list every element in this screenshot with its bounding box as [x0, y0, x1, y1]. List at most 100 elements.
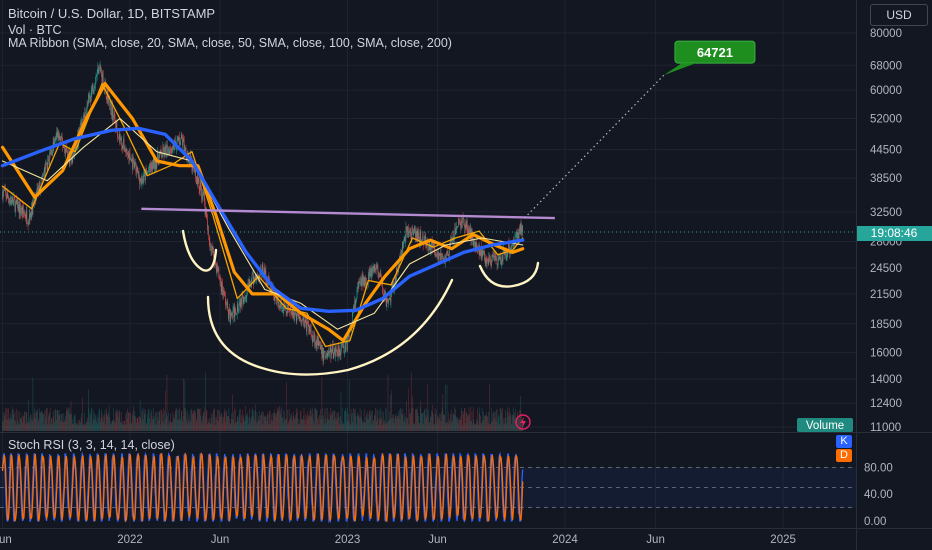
volume-bar: [319, 419, 321, 431]
volume-bar: [23, 416, 24, 431]
volume-bar: [241, 423, 243, 431]
volume-bar: [286, 381, 288, 431]
volume-bar: [201, 423, 203, 431]
candle-body: [90, 91, 92, 102]
candle-body: [520, 223, 522, 235]
volume-bar: [159, 411, 161, 431]
candle-body: [295, 313, 297, 322]
candle-body: [373, 265, 375, 271]
candle-body: [460, 223, 462, 230]
candle-body: [479, 250, 481, 256]
volume-bar: [437, 415, 438, 431]
candle-body: [216, 265, 218, 273]
volume-bar: [22, 422, 24, 431]
candle-body: [300, 316, 301, 321]
candle-body: [228, 308, 230, 319]
volume-bar: [405, 423, 407, 431]
volume-bar: [244, 421, 246, 431]
volume-legend[interactable]: Vol · BTC: [8, 23, 62, 37]
candle-body: [508, 242, 509, 249]
candle-body: [29, 213, 31, 219]
volume-bar: [30, 414, 31, 431]
volume-bar: [197, 408, 199, 431]
volume-bar: [492, 421, 493, 431]
volume-bar: [500, 412, 502, 431]
volume-bar: [48, 413, 50, 431]
volume-bar: [296, 413, 298, 431]
volume-bar: [418, 422, 420, 431]
volume-bar: [163, 423, 165, 431]
candle-body: [148, 171, 149, 172]
volume-bar: [101, 409, 102, 431]
candle-body: [365, 277, 366, 285]
volume-bar: [121, 424, 123, 431]
ma-ribbon-legend[interactable]: MA Ribbon (SMA, close, 20, SMA, close, 5…: [8, 36, 452, 50]
candle-body: [222, 291, 224, 295]
volume-bar: [322, 408, 323, 431]
volume-bar: [272, 412, 274, 431]
volume-bar: [517, 411, 518, 431]
volume-bar: [353, 408, 355, 431]
volume-bar: [391, 417, 393, 431]
volume-bar: [72, 419, 74, 431]
volume-bar: [176, 407, 177, 431]
volume-bar: [346, 421, 348, 431]
volume-bar: [49, 407, 51, 431]
candle-body: [246, 290, 248, 298]
candle-body: [45, 163, 47, 165]
volume-bar: [247, 417, 249, 431]
volume-bar: [200, 408, 202, 431]
candle-body: [263, 268, 265, 277]
x-tick-label: 2024: [552, 534, 578, 546]
candle-body: [176, 147, 177, 149]
candle-body: [210, 245, 212, 251]
stoch-rsi-legend[interactable]: Stoch RSI (3, 3, 14, 14, close): [8, 438, 175, 452]
candle-body: [309, 325, 310, 334]
volume-bar: [308, 414, 310, 431]
volume-bar: [89, 421, 90, 431]
volume-bar: [455, 416, 457, 431]
candle-body: [83, 114, 85, 119]
candle-body: [402, 241, 404, 249]
volume-bar: [413, 424, 415, 431]
volume-bar: [225, 411, 227, 431]
candle-body: [486, 259, 488, 264]
volume-bar: [77, 423, 78, 431]
candle-body: [279, 305, 281, 308]
candle-body: [217, 265, 218, 272]
volume-bar: [475, 424, 476, 431]
volume-bar: [235, 409, 236, 431]
candle-body: [123, 139, 125, 151]
volume-bar: [271, 420, 273, 431]
candle-body: [484, 250, 485, 261]
candle-body: [18, 204, 19, 212]
candle-body: [344, 346, 346, 352]
candle-body: [181, 134, 183, 139]
candle-body: [279, 305, 280, 308]
candle-body: [195, 168, 196, 177]
volume-bar: [113, 407, 114, 431]
candle-body: [281, 303, 282, 306]
candle-body: [306, 321, 308, 331]
volume-bar: [216, 420, 218, 431]
volume-bar: [269, 410, 270, 431]
volume-bar: [409, 413, 411, 431]
candle-body: [242, 295, 244, 303]
candle-body: [216, 263, 217, 273]
volume-bar: [400, 407, 401, 431]
volume-bar: [430, 416, 432, 431]
volume-bar: [439, 419, 441, 431]
volume-bar: [179, 420, 181, 431]
volume-bar: [27, 423, 28, 431]
candle-body: [469, 228, 471, 234]
volume-bar: [337, 417, 338, 431]
volume-bar: [128, 412, 130, 431]
candle-body: [157, 152, 158, 162]
chart-title[interactable]: Bitcoin / U.S. Dollar, 1D, BITSTAMP: [8, 6, 216, 21]
volume-bar: [467, 414, 469, 431]
volume-bar: [481, 408, 483, 431]
volume-bar: [471, 411, 473, 431]
currency-button[interactable]: USD: [870, 4, 928, 26]
volume-bar: [197, 408, 198, 431]
